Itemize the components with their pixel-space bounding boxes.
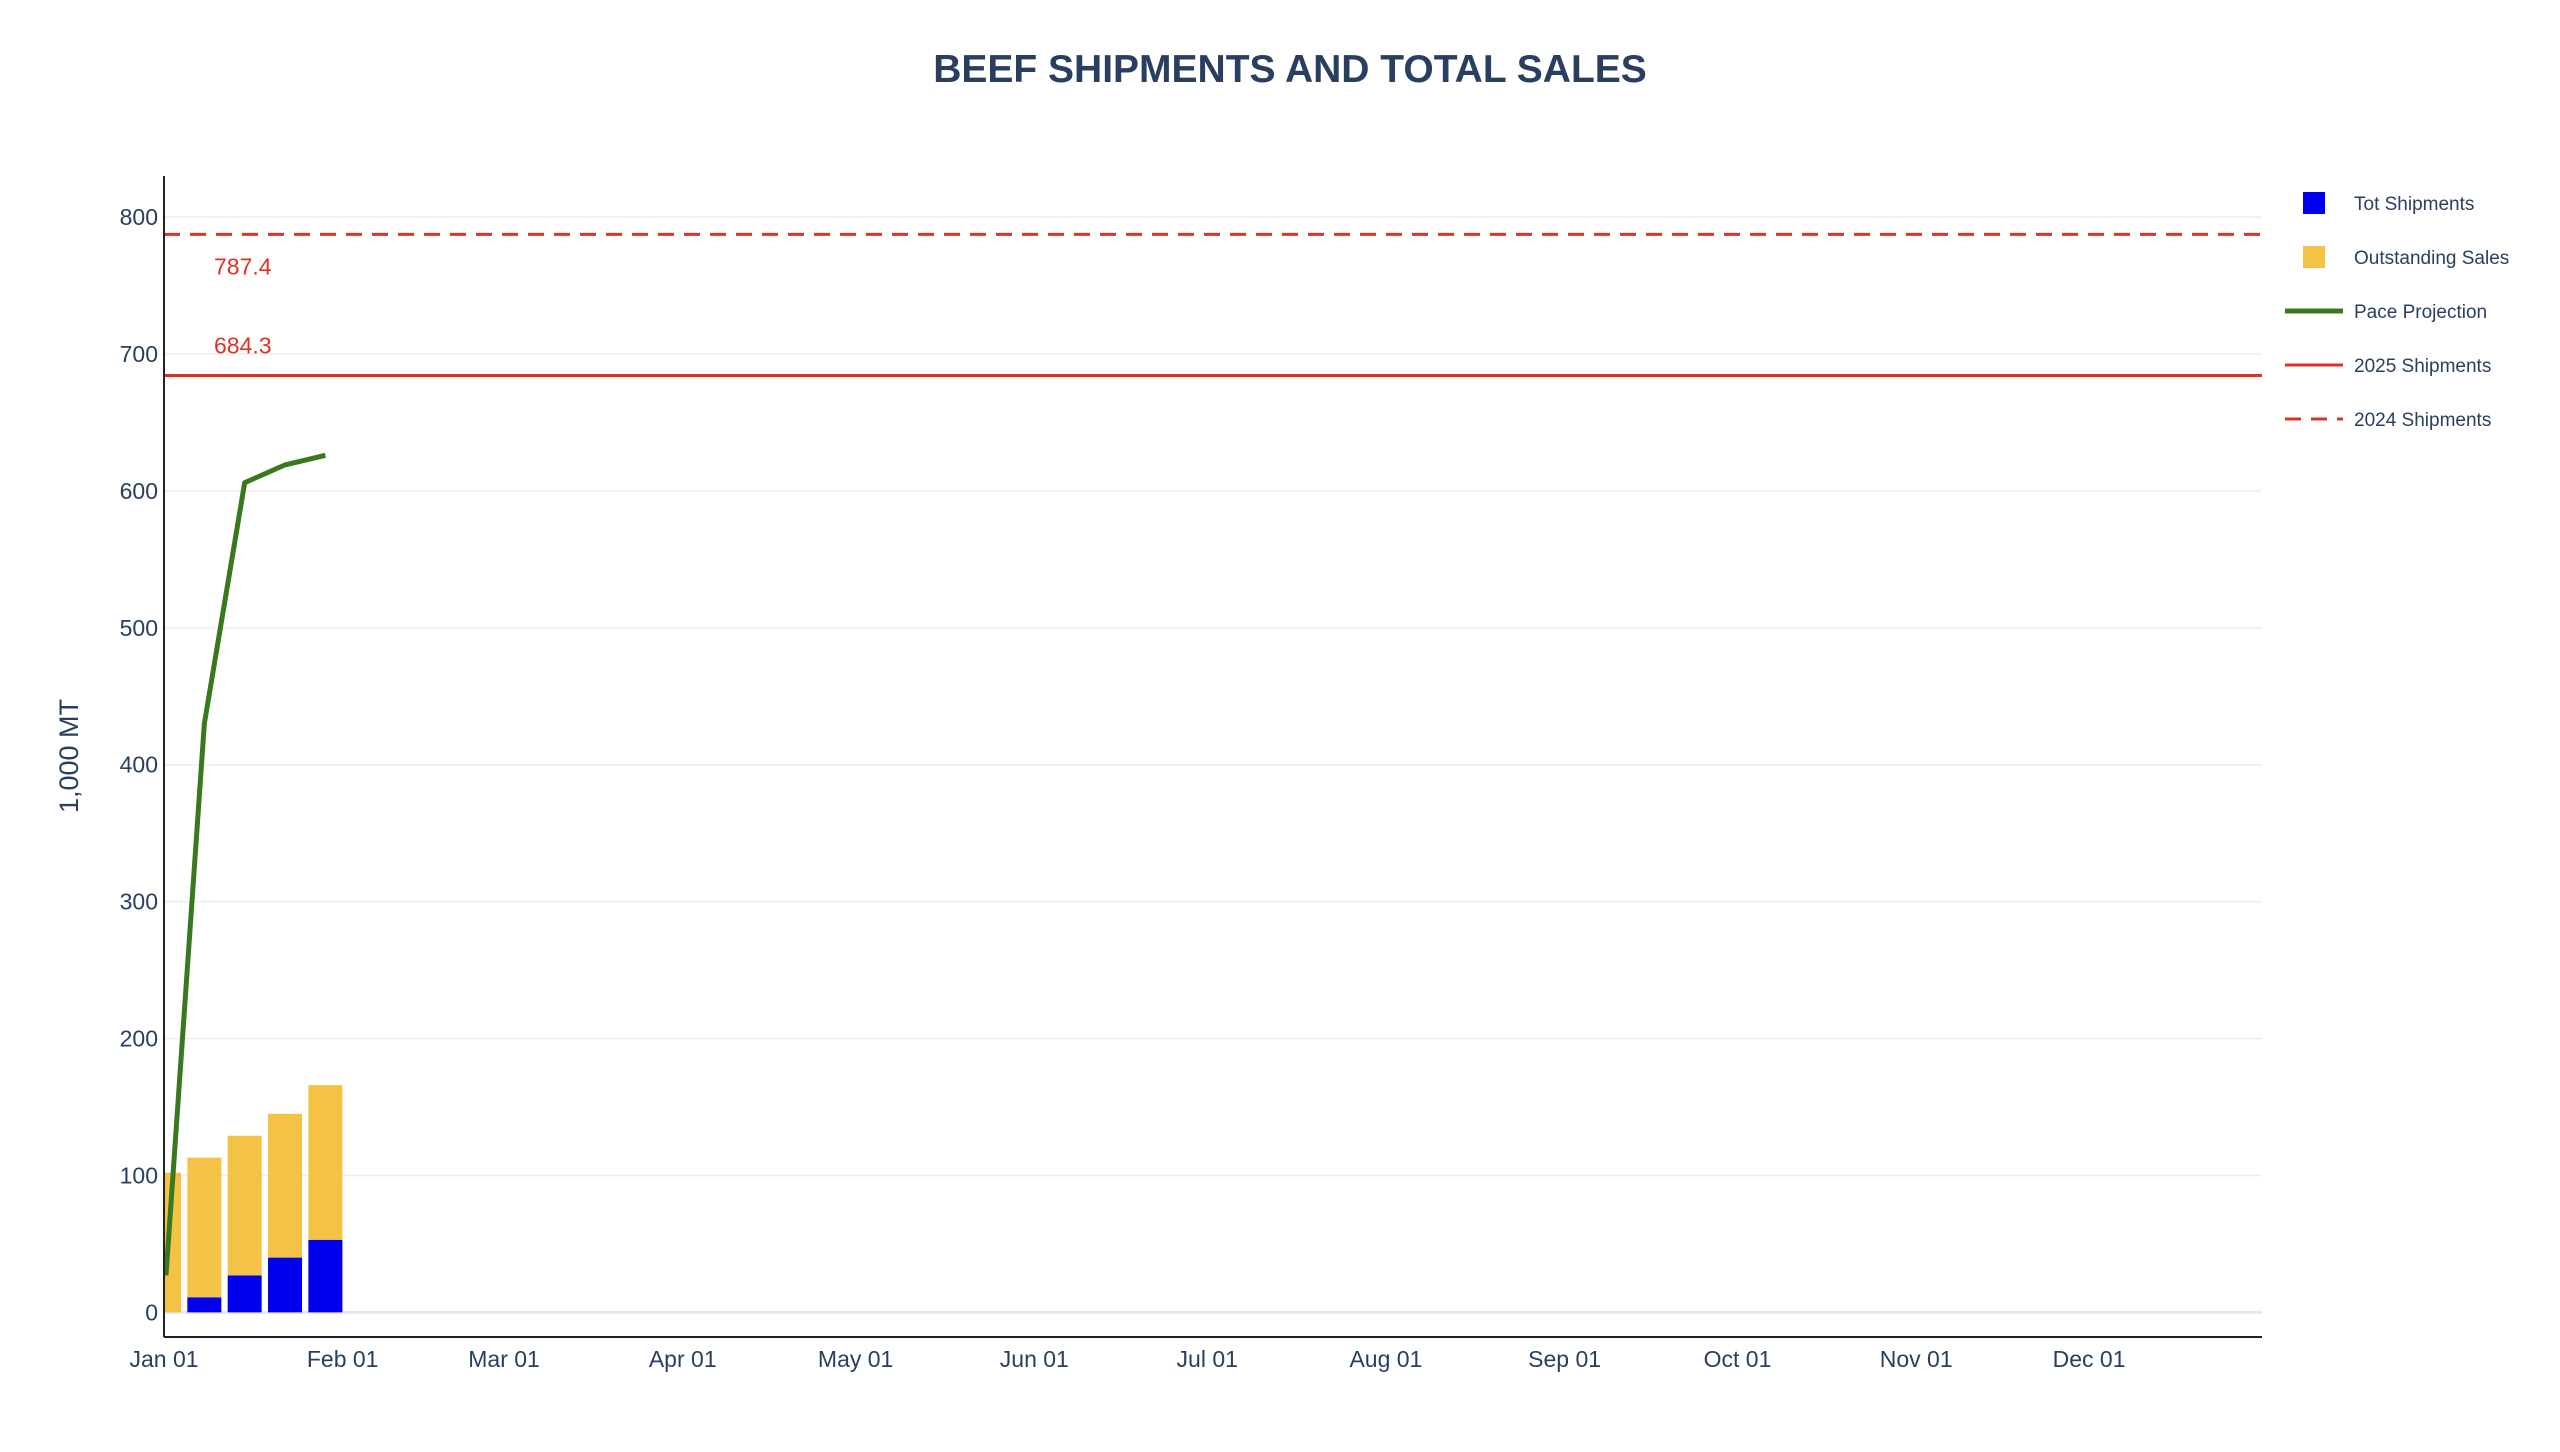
y-tick-label: 300 <box>120 889 158 915</box>
y-tick-label: 0 <box>145 1299 158 1325</box>
y-tick-label: 100 <box>120 1162 158 1188</box>
tot-shipments-legend-label: Tot Shipments <box>2354 194 2474 215</box>
x-tick-label: Dec 01 <box>2053 1346 2126 1372</box>
x-tick-label: Mar 01 <box>468 1346 540 1372</box>
pace-projection-legend-label: Pace Projection <box>2354 302 2487 323</box>
y-tick-label: 200 <box>120 1026 158 1052</box>
x-tick-label: Oct 01 <box>1704 1346 1772 1372</box>
reference-lines: 684.3 787.4 <box>164 232 2262 377</box>
tot-shipments-bar <box>187 1297 222 1313</box>
axes-layer: 0 100 200 300 400 500 600 700 800 Jan 01 Feb 01 Mar… <box>120 176 2262 1372</box>
outstanding-sales-legend-label: Outstanding Sales <box>2354 248 2509 269</box>
y-tick-label: 800 <box>120 204 158 230</box>
tot-shipments-bar <box>268 1257 303 1313</box>
outstanding-sales-bar <box>227 1135 262 1276</box>
y-tick-label: 700 <box>120 341 158 367</box>
x-tick-label: Sep 01 <box>1528 1346 1601 1372</box>
x-tick-label: Nov 01 <box>1880 1346 1953 1372</box>
y-tick-label: 400 <box>120 752 158 778</box>
y-tick-label: 500 <box>120 615 158 641</box>
x-tick-label: Aug 01 <box>1349 1346 1422 1372</box>
x-tick-label: Feb 01 <box>307 1346 379 1372</box>
x-tick-label: May 01 <box>818 1346 893 1372</box>
tot-shipments-legend-swatch <box>2303 192 2325 214</box>
2024-shipments-legend-label: 2024 Shipments <box>2354 410 2491 431</box>
2025-shipments-legend-label: 2025 Shipments <box>2354 356 2491 377</box>
legend: Tot Shipments Outstanding Sales Pace Proje… <box>2285 192 2509 431</box>
tot-shipments-bar <box>308 1239 343 1313</box>
bars-layer <box>164 1085 343 1313</box>
x-tick-label: Jun 01 <box>1000 1346 1069 1372</box>
outstanding-sales-bar <box>268 1113 303 1258</box>
chart-title: BEEF SHIPMENTS AND TOTAL SALES <box>933 48 1647 91</box>
y-tick-label: 600 <box>120 478 158 504</box>
x-tick-label: Apr 01 <box>649 1346 717 1372</box>
outstanding-sales-bar <box>187 1157 222 1298</box>
x-tick-label: Jul 01 <box>1177 1346 1238 1372</box>
tot-shipments-bar <box>227 1275 262 1313</box>
y-axis-label: 1,000 MT <box>54 699 84 813</box>
pace-line-layer <box>163 452 326 1276</box>
pace-projection-line <box>163 452 326 1276</box>
annotation-2025-value: 684.3 <box>214 332 272 358</box>
outstanding-sales-legend-swatch <box>2303 246 2325 268</box>
grid-layer <box>164 216 2262 1314</box>
x-tick-label: Jan 01 <box>129 1346 198 1372</box>
annotation-2024-value: 787.4 <box>214 253 272 279</box>
outstanding-sales-bar <box>308 1085 343 1240</box>
